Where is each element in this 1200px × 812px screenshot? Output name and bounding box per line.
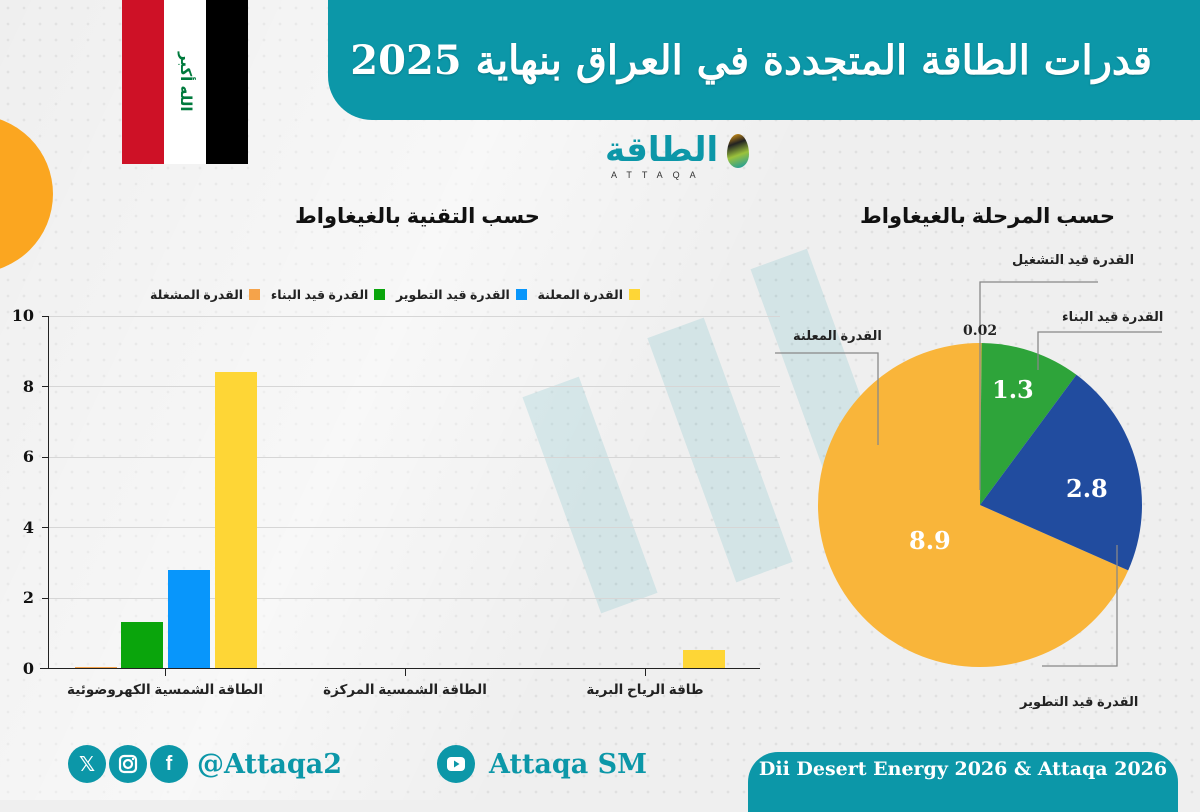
legend-swatch bbox=[515, 289, 527, 300]
facebook-icon[interactable]: f bbox=[150, 745, 188, 783]
bar-pv-operating bbox=[75, 667, 117, 668]
gridline bbox=[48, 386, 780, 387]
legend-label: القدرة المشغلة bbox=[150, 288, 244, 302]
y-tick-mark bbox=[42, 386, 48, 387]
legend-item-construction: القدرة قيد البناء bbox=[271, 287, 386, 302]
legend-label: القدرة قيد البناء bbox=[270, 288, 369, 302]
instagram-icon[interactable] bbox=[109, 745, 147, 783]
bar-pv-development bbox=[168, 570, 210, 668]
bar-pv-announced bbox=[215, 372, 257, 668]
x-category-label: الطاقة الشمسية الكهروضوئية bbox=[67, 682, 263, 697]
legend-label: القدرة قيد التطوير bbox=[396, 288, 510, 302]
legend-item-announced: القدرة المعلنة bbox=[538, 287, 640, 302]
y-tick-label: 8 bbox=[22, 377, 34, 396]
callout-development: القدرة قيد التطوير bbox=[1020, 694, 1139, 709]
callout-operating: القدرة قيد التشغيل bbox=[1012, 252, 1135, 267]
y-tick-mark bbox=[42, 527, 48, 528]
pie-value-operating: 0.02 bbox=[963, 323, 998, 339]
logo-drop-icon bbox=[727, 134, 749, 168]
callout-construction: القدرة قيد البناء bbox=[1062, 309, 1164, 324]
y-tick-label: 10 bbox=[11, 306, 34, 325]
title-banner: قدرات الطاقة المتجددة في العراق بنهاية 2… bbox=[328, 0, 1200, 120]
x-category-label: طاقة الرياح البرية bbox=[586, 682, 704, 697]
x-tick-mark bbox=[165, 668, 166, 676]
logo-arabic: الطاقة bbox=[605, 130, 719, 170]
legend-swatch bbox=[374, 289, 386, 300]
y-tick-label: 4 bbox=[22, 518, 34, 537]
y-tick-label: 6 bbox=[22, 447, 34, 466]
logo-english: ATTAQA bbox=[611, 170, 706, 180]
callout-line-construction bbox=[1037, 331, 1162, 370]
y-axis bbox=[48, 316, 49, 669]
credit-badge: Dii Desert Energy 2026 & Attaqa 2026 bbox=[748, 752, 1178, 812]
pie-slice-announced bbox=[817, 343, 1129, 668]
bar-chart-legend: القدرة المشغلة القدرة قيد البناء القدرة … bbox=[150, 287, 640, 302]
pie-value-development: 2.8 bbox=[1066, 474, 1108, 503]
y-tick-mark bbox=[42, 598, 48, 599]
y-tick-label: 2 bbox=[22, 588, 34, 607]
legend-label: القدرة المعلنة bbox=[537, 288, 623, 302]
social-handle[interactable]: @Attaqa2 bbox=[197, 748, 343, 780]
x-tick-mark bbox=[645, 668, 646, 676]
callout-line-development bbox=[1042, 545, 1118, 667]
pie-slice-development bbox=[980, 374, 1142, 571]
legend-item-operating: القدرة المشغلة bbox=[150, 287, 261, 302]
callout-line-operating bbox=[979, 281, 1098, 490]
y-tick-label: 0 bbox=[22, 659, 34, 678]
callout-line-announced bbox=[775, 352, 879, 445]
pie-slice-construction bbox=[980, 343, 1077, 505]
flag-takbir: الله أكبر bbox=[177, 52, 194, 112]
iraq-flag: الله أكبر bbox=[122, 0, 248, 164]
legend-swatch bbox=[629, 289, 640, 300]
x-axis bbox=[40, 668, 760, 669]
bar-chart-title: حسب التقنية بالغيغاواط bbox=[295, 205, 540, 228]
credit-text: Dii Desert Energy 2026 & Attaqa 2026 bbox=[758, 758, 1168, 780]
attaqa-logo: الطاقة ATTAQA bbox=[605, 130, 755, 186]
gridline bbox=[48, 316, 780, 317]
callout-announced: القدرة المعلنة bbox=[793, 328, 882, 343]
x-tick-mark bbox=[405, 668, 406, 676]
pie-chart-title: حسب المرحلة بالغيغاواط bbox=[860, 205, 1115, 228]
x-category-label: الطاقة الشمسية المركزة bbox=[323, 682, 487, 697]
bar-wind-announced bbox=[683, 650, 725, 668]
pie-value-announced: 8.9 bbox=[909, 526, 951, 555]
y-tick-mark bbox=[42, 316, 48, 317]
pie-value-construction: 1.3 bbox=[992, 375, 1034, 404]
youtube-handle[interactable]: Attaqa SM bbox=[489, 748, 648, 780]
page-title: قدرات الطاقة المتجددة في العراق بنهاية 2… bbox=[350, 36, 1152, 84]
legend-item-development: القدرة قيد التطوير bbox=[396, 287, 527, 302]
gridline bbox=[48, 527, 780, 528]
legend-swatch bbox=[249, 289, 261, 300]
x-icon[interactable]: 𝕏 bbox=[68, 745, 106, 783]
bar-pv-construction bbox=[121, 622, 163, 668]
gridline bbox=[48, 598, 780, 599]
youtube-link: Attaqa SM bbox=[437, 745, 647, 783]
y-tick-mark bbox=[42, 457, 48, 458]
youtube-icon[interactable] bbox=[437, 745, 475, 783]
gridline bbox=[48, 457, 780, 458]
social-links: 𝕏 f @Attaqa2 bbox=[68, 745, 342, 783]
